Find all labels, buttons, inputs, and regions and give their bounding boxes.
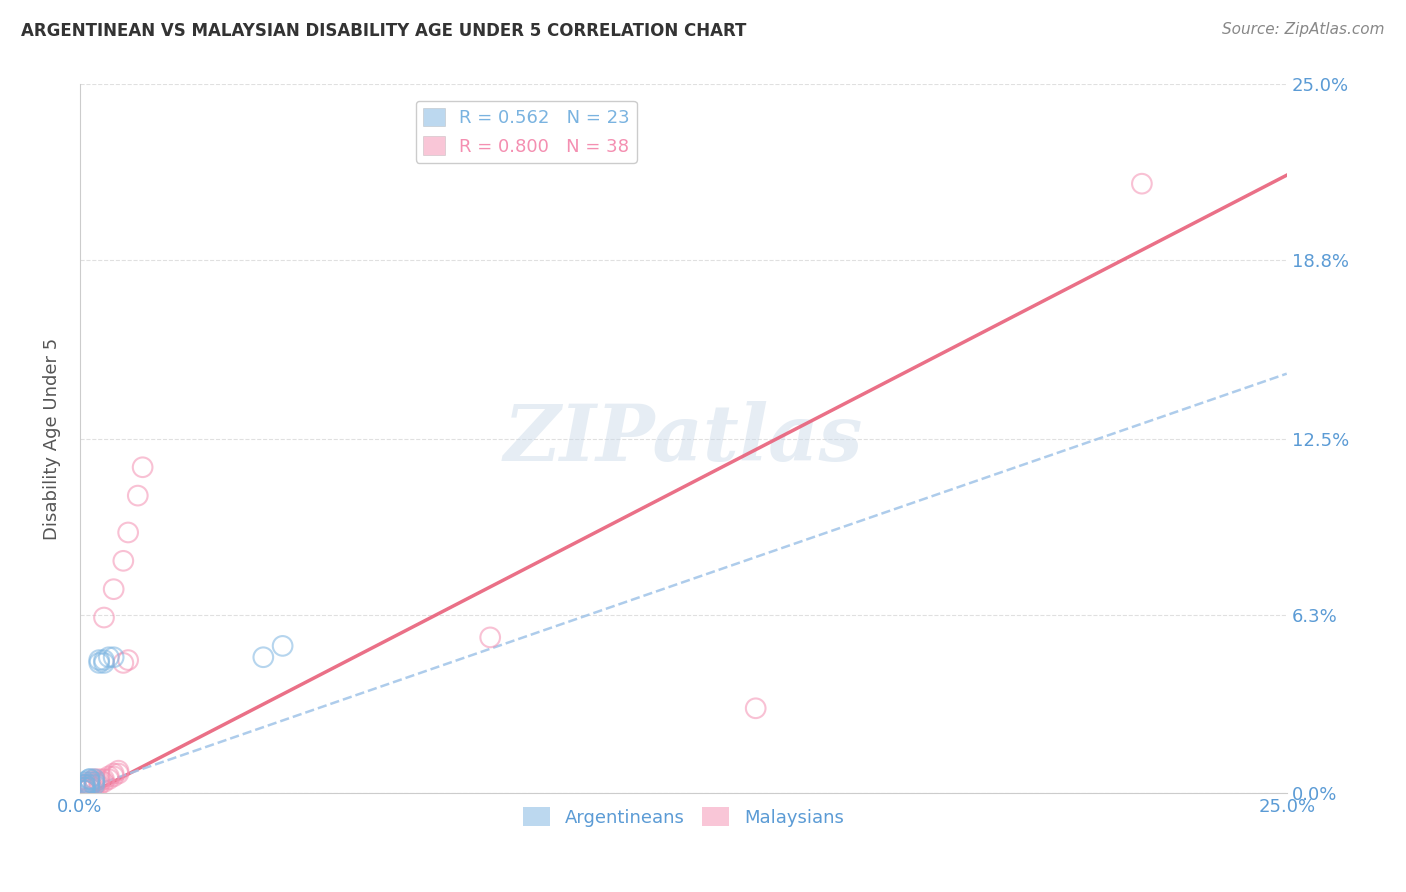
Point	[103, 650, 125, 665]
Point	[252, 650, 274, 665]
Point	[73, 780, 96, 795]
Text: ARGENTINEAN VS MALAYSIAN DISABILITY AGE UNDER 5 CORRELATION CHART: ARGENTINEAN VS MALAYSIAN DISABILITY AGE …	[21, 22, 747, 40]
Point	[271, 639, 294, 653]
Point	[79, 778, 101, 792]
Point	[89, 775, 111, 789]
Point	[89, 772, 111, 787]
Point	[83, 775, 105, 789]
Point	[131, 460, 153, 475]
Point	[83, 775, 105, 789]
Point	[79, 780, 101, 795]
Point	[83, 778, 105, 792]
Point	[103, 766, 125, 780]
Point	[79, 778, 101, 792]
Point	[479, 631, 502, 645]
Point	[1130, 177, 1153, 191]
Point	[83, 772, 105, 787]
Point	[73, 778, 96, 792]
Point	[73, 780, 96, 795]
Point	[93, 772, 115, 787]
Point	[79, 772, 101, 787]
Point	[79, 772, 101, 787]
Point	[107, 764, 129, 778]
Point	[73, 780, 96, 795]
Legend: Argentineans, Malaysians: Argentineans, Malaysians	[516, 800, 851, 834]
Point	[73, 778, 96, 792]
Point	[79, 775, 101, 789]
Point	[97, 769, 120, 783]
Point	[83, 772, 105, 787]
Point	[97, 772, 120, 787]
Point	[79, 778, 101, 792]
Point	[73, 783, 96, 797]
Point	[112, 656, 135, 670]
Y-axis label: Disability Age Under 5: Disability Age Under 5	[44, 338, 60, 540]
Point	[79, 775, 101, 789]
Text: ZIPatlas: ZIPatlas	[503, 401, 863, 477]
Point	[89, 653, 111, 667]
Point	[112, 554, 135, 568]
Point	[73, 783, 96, 797]
Point	[127, 489, 149, 503]
Point	[117, 525, 139, 540]
Point	[73, 778, 96, 792]
Point	[73, 783, 96, 797]
Point	[83, 778, 105, 792]
Point	[117, 653, 139, 667]
Point	[93, 653, 115, 667]
Point	[73, 775, 96, 789]
Point	[89, 656, 111, 670]
Point	[83, 780, 105, 795]
Point	[93, 610, 115, 624]
Point	[73, 783, 96, 797]
Point	[89, 778, 111, 792]
Point	[93, 775, 115, 789]
Point	[93, 656, 115, 670]
Text: Source: ZipAtlas.com: Source: ZipAtlas.com	[1222, 22, 1385, 37]
Point	[97, 650, 120, 665]
Point	[744, 701, 766, 715]
Point	[103, 582, 125, 597]
Point	[103, 769, 125, 783]
Point	[107, 766, 129, 780]
Point	[73, 780, 96, 795]
Point	[79, 780, 101, 795]
Point	[79, 780, 101, 795]
